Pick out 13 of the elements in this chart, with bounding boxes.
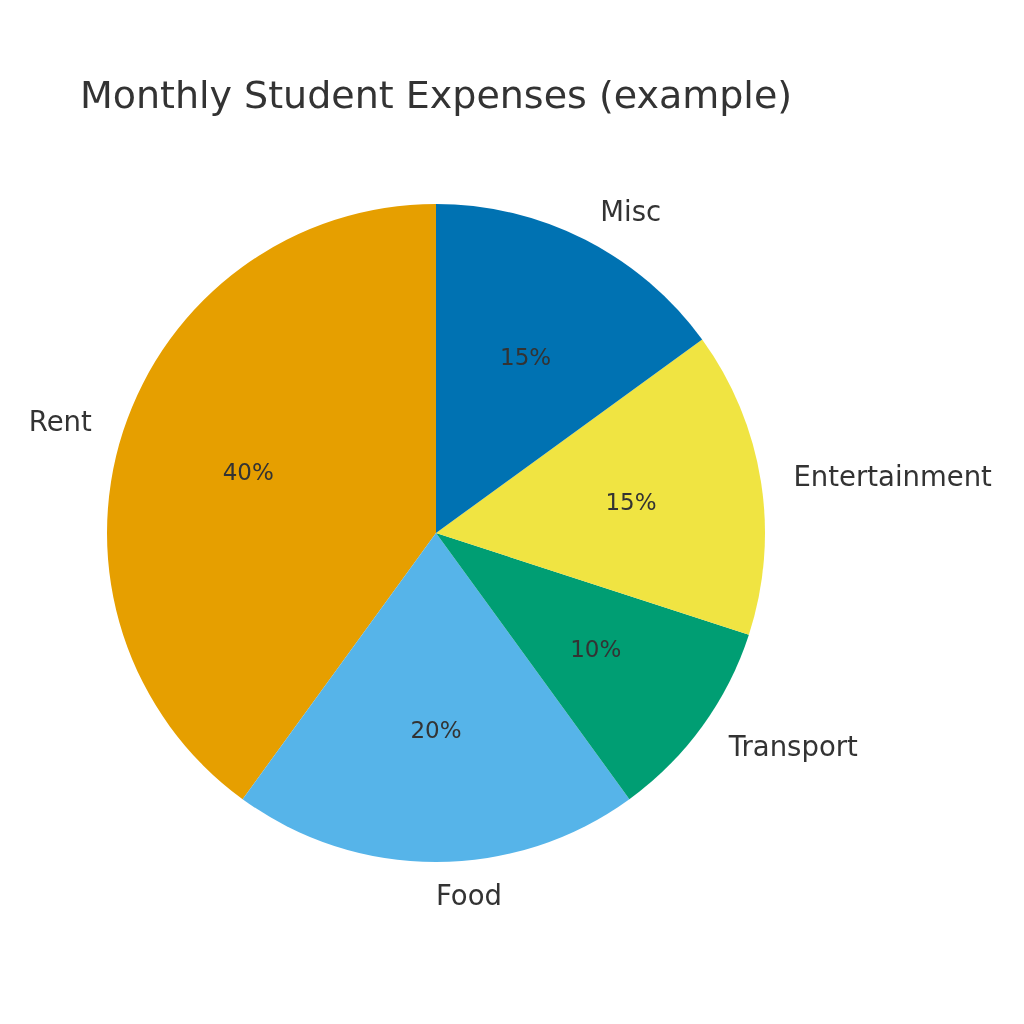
pie-slice xyxy=(242,533,630,862)
slice-label: Food xyxy=(436,878,502,911)
slice-label: Entertainment xyxy=(793,460,993,493)
data-label: 20% xyxy=(410,717,462,744)
data-label: 10% xyxy=(570,636,622,663)
data-label: 15% xyxy=(500,344,552,371)
data-label: 40% xyxy=(222,459,274,485)
pie-slice xyxy=(436,339,765,635)
slice-label: Rent xyxy=(28,405,93,438)
slice-label: Transport xyxy=(727,729,859,762)
slice-label: Misc xyxy=(600,194,662,227)
chart-title: Monthly Student Expenses (example) xyxy=(79,73,793,117)
data-label: 15% xyxy=(605,489,657,516)
